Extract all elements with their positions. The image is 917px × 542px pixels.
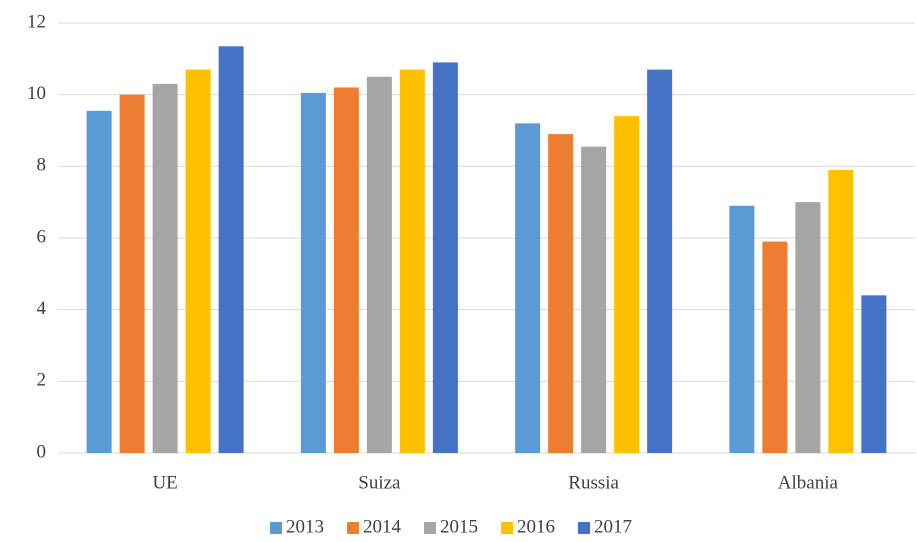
- y-tick-label: 10: [27, 83, 46, 104]
- bar: [614, 116, 640, 454]
- legend-label: 2013: [286, 516, 324, 537]
- legend-swatch: [424, 522, 436, 534]
- legend-label: 2015: [440, 516, 478, 537]
- legend-swatch: [347, 522, 359, 534]
- bar: [152, 83, 178, 454]
- bar: [762, 241, 788, 453]
- bar: [432, 62, 458, 454]
- legend-label: 2016: [517, 516, 555, 537]
- x-tick-label: Suiza: [358, 472, 401, 493]
- bar: [300, 92, 326, 453]
- y-tick-label: 2: [37, 370, 47, 391]
- legend-label: 2017: [594, 516, 632, 537]
- x-tick-label: Albania: [778, 472, 839, 493]
- bar: [86, 110, 112, 454]
- legend-swatch: [270, 522, 282, 534]
- legend-swatch: [501, 522, 513, 534]
- y-tick-label: 4: [37, 298, 47, 319]
- y-tick-label: 6: [37, 226, 47, 247]
- bar: [828, 169, 854, 453]
- bar: [795, 202, 821, 453]
- bar: [185, 69, 211, 453]
- bar: [548, 134, 574, 454]
- bar: [119, 94, 145, 454]
- bar: [647, 69, 673, 453]
- y-tick-label: 8: [37, 155, 47, 176]
- bar: [861, 295, 887, 453]
- x-tick-label: UE: [152, 472, 177, 493]
- x-tick-label: Russia: [568, 472, 619, 493]
- bar: [399, 69, 425, 453]
- y-tick-label: 12: [27, 11, 46, 32]
- bar: [515, 123, 541, 453]
- bar: [333, 87, 359, 453]
- bar: [366, 76, 392, 453]
- bar: [581, 146, 607, 453]
- y-tick-label: 0: [37, 441, 47, 462]
- legend-label: 2014: [363, 516, 402, 537]
- bar: [729, 205, 755, 453]
- legend-swatch: [578, 522, 590, 534]
- bar: [218, 46, 244, 454]
